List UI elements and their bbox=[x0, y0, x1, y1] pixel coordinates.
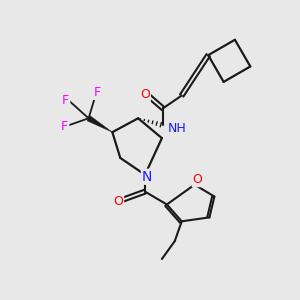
Text: O: O bbox=[113, 195, 123, 208]
Text: O: O bbox=[140, 88, 150, 101]
Text: N: N bbox=[142, 170, 152, 184]
Text: F: F bbox=[61, 120, 68, 133]
Text: NH: NH bbox=[168, 122, 187, 135]
Text: F: F bbox=[62, 94, 69, 107]
Polygon shape bbox=[87, 116, 112, 132]
Text: O: O bbox=[193, 173, 202, 186]
Text: F: F bbox=[94, 86, 101, 99]
